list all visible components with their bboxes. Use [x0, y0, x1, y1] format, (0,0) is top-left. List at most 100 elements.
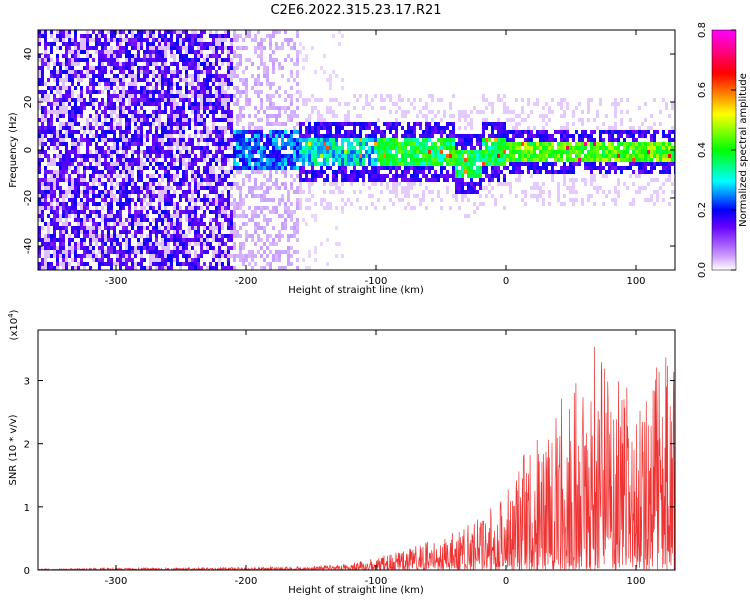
spectrogram-cell [434, 154, 437, 158]
spectrogram-cell [101, 254, 104, 258]
spectrogram-cell [137, 138, 140, 142]
spectrogram-cell [128, 58, 131, 62]
spectrogram-cell [65, 34, 68, 38]
spectrogram-cell [173, 254, 176, 258]
spectrogram-cell [302, 166, 305, 170]
spectrogram-cell [440, 126, 443, 130]
spectrogram-cell [404, 138, 407, 142]
spectrogram-cell [44, 238, 47, 242]
spectrogram-cell [182, 250, 185, 254]
spectrogram-cell [167, 194, 170, 198]
spectrogram-cell [56, 174, 59, 178]
spectrogram-cell [107, 138, 110, 142]
spectrogram-cell [86, 30, 89, 34]
spectrogram-cell [116, 190, 119, 194]
spectrogram-cell [260, 138, 263, 142]
spectrogram-cell [80, 46, 83, 50]
spectrogram-cell [203, 122, 206, 126]
spectrogram-cell [173, 158, 176, 162]
spectrogram-cell [236, 182, 239, 186]
spectrogram-cell [458, 150, 461, 154]
spectrogram-cell [362, 122, 365, 126]
spectrogram-cell [488, 154, 491, 158]
spectrogram-cell [350, 178, 353, 182]
spectrogram-cell [143, 154, 146, 158]
spectrogram-cell [71, 126, 74, 130]
spectrogram-cell [242, 182, 245, 186]
spectrogram-cell [437, 150, 440, 154]
spectrogram-cell [233, 234, 236, 238]
spectrogram-cell [296, 34, 299, 38]
spectrogram-cell [182, 142, 185, 146]
spectrogram-cell [119, 82, 122, 86]
spectrogram-cell [206, 170, 209, 174]
spectrogram-cell [185, 30, 188, 34]
spectrogram-cell [173, 106, 176, 110]
spectrogram-cell [491, 110, 494, 114]
spectrogram-cell [299, 146, 302, 150]
spectrogram-cell [86, 182, 89, 186]
spectrogram-cell [167, 218, 170, 222]
spectrogram-cell [203, 82, 206, 86]
spectrogram-cell [194, 70, 197, 74]
spectrogram-cell [104, 66, 107, 70]
spectrogram-cell [272, 254, 275, 258]
spectrogram-cell [218, 262, 221, 266]
spectrogram-cell [272, 34, 275, 38]
spectrogram-cell [146, 182, 149, 186]
spectrogram-cell [287, 210, 290, 214]
spectrogram-cell [290, 226, 293, 230]
spectrogram-cell [269, 42, 272, 46]
spectrogram-cell [293, 142, 296, 146]
spectrogram-cell [542, 162, 545, 166]
spectrogram-cell [152, 218, 155, 222]
spectrogram-cell [452, 142, 455, 146]
spectrogram-cell [71, 118, 74, 122]
spectrogram-cell [146, 238, 149, 242]
spectrogram-cell [62, 214, 65, 218]
spectrogram-cell [53, 178, 56, 182]
spectrogram-cell [362, 138, 365, 142]
spectrogram-cell [194, 114, 197, 118]
spectrogram-cell [527, 158, 530, 162]
spectrogram-cell [110, 158, 113, 162]
spectrogram-cell [170, 110, 173, 114]
spectrogram-cell [98, 194, 101, 198]
spectrogram-cell [56, 78, 59, 82]
spectrogram-cell [164, 58, 167, 62]
spectrogram-cell [170, 122, 173, 126]
spectrogram-cell [308, 182, 311, 186]
spectrogram-cell [86, 226, 89, 230]
spectrogram-cell [227, 62, 230, 66]
spectrogram-cell [308, 254, 311, 258]
spectrogram-cell [152, 74, 155, 78]
spectrogram-cell [158, 70, 161, 74]
spectrogram-cell [182, 118, 185, 122]
spectrogram-cell [449, 134, 452, 138]
spectrogram-cell [233, 130, 236, 134]
spectrogram-cell [389, 130, 392, 134]
spectrogram-cell [542, 182, 545, 186]
spectrogram-cell [314, 258, 317, 262]
spectrogram-cell [74, 138, 77, 142]
spectrogram-cell [413, 174, 416, 178]
spectrogram-cell [176, 258, 179, 262]
spectrogram-cell [152, 98, 155, 102]
spectrogram-cell [119, 254, 122, 258]
spectrogram-cell [191, 58, 194, 62]
spectrogram-cell [200, 82, 203, 86]
spectrogram-cell [464, 146, 467, 150]
spectrogram-cell [209, 170, 212, 174]
spectrogram-cell [41, 138, 44, 142]
spectrogram-cell [218, 66, 221, 70]
spectrogram-cell [266, 98, 269, 102]
spectrogram-cell [485, 138, 488, 142]
spectrogram-cell [215, 250, 218, 254]
spectrogram-cell [101, 246, 104, 250]
spectrogram-cell [245, 34, 248, 38]
spectrogram-cell [425, 142, 428, 146]
spectrogram-cell [119, 114, 122, 118]
spectrogram-cell [158, 58, 161, 62]
spectrogram-cell [167, 94, 170, 98]
spectrogram-cell [77, 106, 80, 110]
